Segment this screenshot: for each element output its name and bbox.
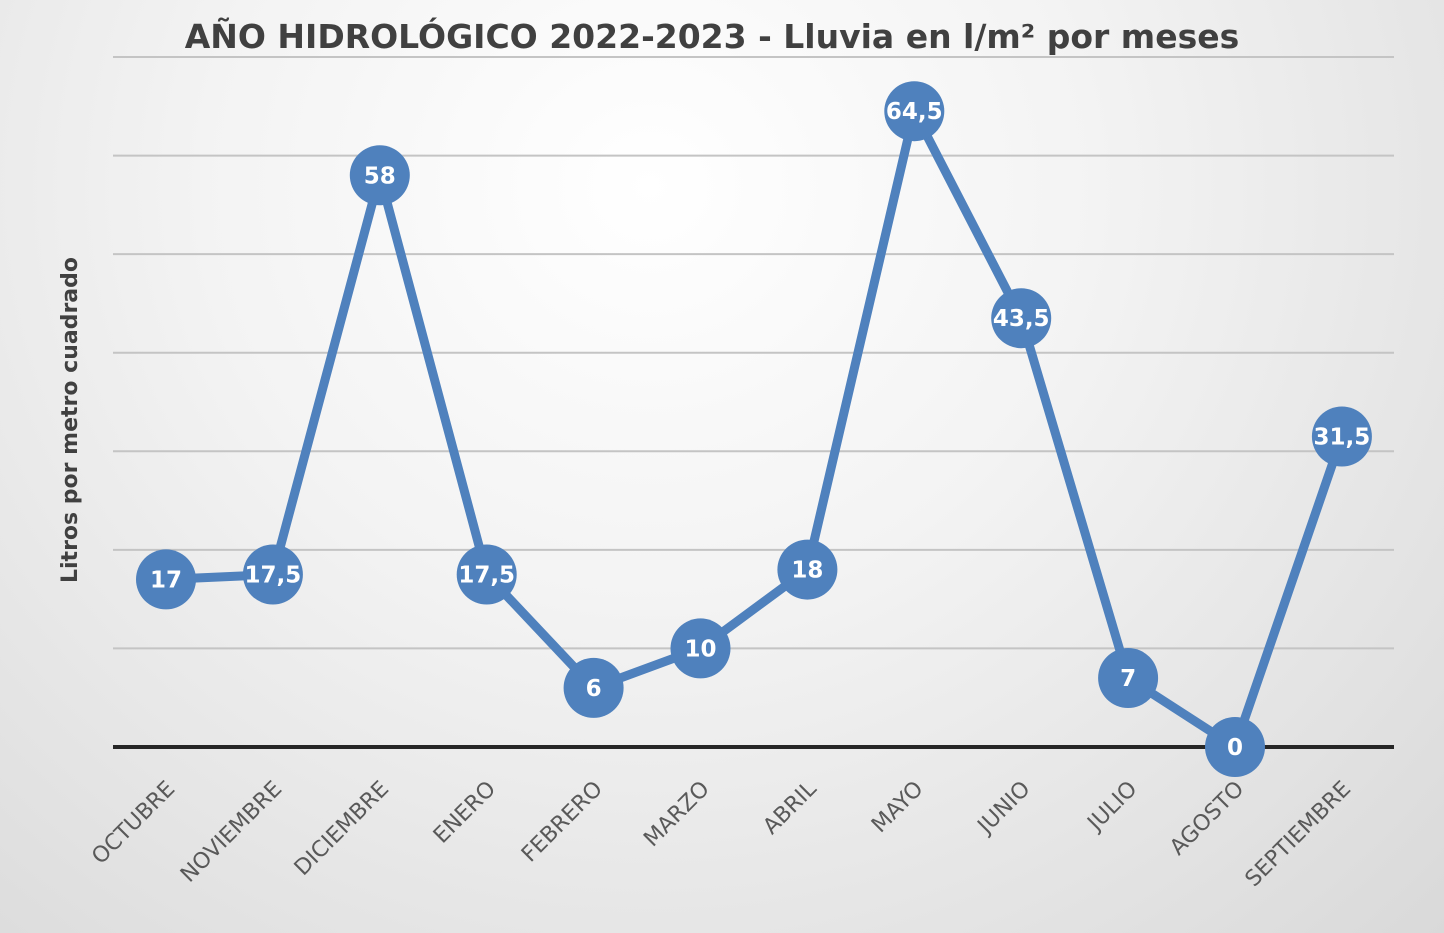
- data-point: [991, 288, 1052, 349]
- data-point: [1205, 717, 1265, 777]
- x-tick-label: NOVIEMBRE: [176, 777, 287, 888]
- data-label: 18: [791, 558, 823, 584]
- data-label: 43,5: [993, 306, 1050, 332]
- data-label: 64,5: [886, 99, 943, 125]
- x-tick-label: ENERO: [429, 777, 501, 849]
- data-point: [456, 544, 517, 605]
- data-label: 58: [364, 163, 396, 189]
- data-point: [563, 657, 624, 718]
- x-tick-label: OCTUBRE: [87, 777, 180, 870]
- series-path: [161, 106, 1347, 752]
- data-point: [242, 544, 303, 605]
- x-tick-label: AGOSTO: [1165, 777, 1249, 861]
- data-label: 7: [1120, 666, 1136, 692]
- data-point: [670, 618, 731, 679]
- gridlines: [113, 56, 1394, 650]
- data-point: [1311, 406, 1372, 467]
- series-line: 17 17,5 58 17,5 6 10 18 64,5 43,5 7 0 31,5: [136, 81, 1372, 777]
- x-tick-label: MARZO: [639, 777, 714, 852]
- chart-title: AÑO HIDROLÓGICO 2022-2023 - Lluvia en l/…: [185, 16, 1240, 56]
- data-point: [884, 81, 945, 142]
- data-label: 17,5: [245, 563, 302, 589]
- data-point: [349, 145, 410, 206]
- data-point: [777, 539, 838, 600]
- data-point: [136, 549, 196, 610]
- data-label: 31,5: [1314, 425, 1371, 451]
- data-label: 17: [150, 567, 182, 593]
- x-tick-label: JULIO: [1082, 777, 1143, 838]
- x-tick-label: DICIEMBRE: [290, 777, 394, 881]
- y-axis-label: Litros por metro cuadrado: [58, 257, 83, 583]
- x-tick-label: FEBRERO: [517, 777, 608, 868]
- data-label: 10: [684, 636, 716, 662]
- data-label: 6: [586, 676, 602, 702]
- x-tick-label: MAYO: [867, 777, 928, 838]
- data-point: [1098, 648, 1159, 708]
- data-label: 0: [1227, 735, 1243, 761]
- data-label: 17,5: [458, 563, 515, 589]
- x-tick-label: ABRIL: [759, 776, 823, 840]
- x-tick-label: SEPTIEMBRE: [1241, 777, 1356, 892]
- x-tick-label: JUNIO: [972, 777, 1036, 841]
